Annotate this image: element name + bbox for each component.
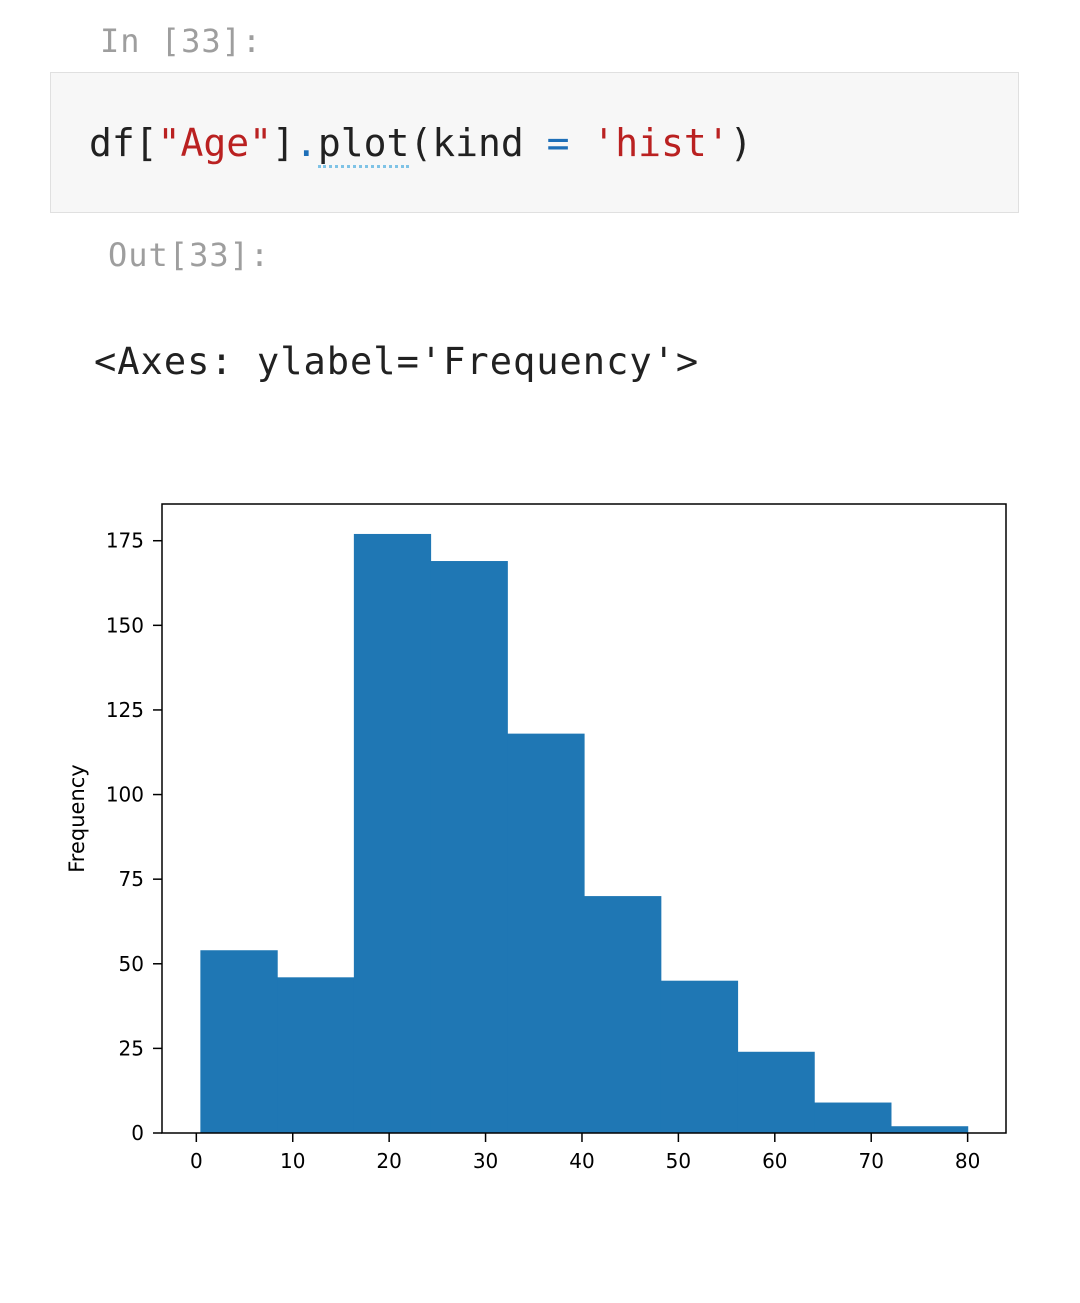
y-tick-label: 50 [119, 952, 144, 976]
bars-group [200, 533, 969, 1133]
x-tick-label: 60 [762, 1149, 787, 1173]
x-tick-label: 20 [376, 1149, 401, 1173]
code-cell[interactable]: df["Age"].plot(kind = 'hist') [50, 72, 1019, 213]
y-tick-label: 150 [106, 613, 144, 637]
histogram-bar [660, 980, 739, 1133]
output-text: <Axes: ylabel='Frequency'> [94, 340, 700, 383]
code-token: df[ [89, 121, 158, 165]
input-prompt: In [33]: [100, 22, 263, 60]
histogram-bar [814, 1102, 892, 1133]
y-tick-label: 0 [131, 1121, 144, 1145]
x-tick-label: 70 [858, 1149, 883, 1173]
x-tick-label: 40 [569, 1149, 594, 1173]
code-token-operator: . [294, 121, 318, 165]
output-prompt: Out[33]: [108, 236, 271, 274]
histogram-bar [430, 561, 508, 1133]
histogram-bar [200, 950, 278, 1133]
y-axis: 0 25 50 75 100 125 150 175 [106, 529, 162, 1145]
code-line[interactable]: df["Age"].plot(kind = 'hist') [89, 121, 753, 168]
y-tick-label: 100 [106, 783, 144, 807]
histogram-bar [507, 733, 585, 1133]
x-tick-label: 0 [190, 1149, 203, 1173]
y-tick-label: 175 [106, 529, 144, 553]
code-token [570, 121, 593, 165]
code-token-operator: = [546, 121, 570, 165]
histogram-bar [890, 1126, 969, 1133]
y-tick-label: 75 [119, 867, 144, 891]
histogram-bar [353, 533, 432, 1133]
y-tick-label: 125 [106, 698, 144, 722]
x-tick-label: 50 [666, 1149, 691, 1173]
x-tick-label: 10 [280, 1149, 305, 1173]
code-token-string: "Age" [157, 121, 273, 165]
code-token: ) [729, 121, 753, 165]
x-tick-label: 80 [955, 1149, 980, 1173]
x-axis: 0 10 20 30 40 50 60 70 80 [190, 1133, 980, 1173]
histogram-chart: 0 25 50 75 100 125 150 175 0 10 20 30 40 50 60 70 80 Fr… [65, 503, 1007, 1173]
histogram-bar [584, 896, 662, 1133]
y-tick-label: 25 [119, 1036, 144, 1060]
code-token-string: 'hist' [592, 121, 730, 165]
histogram-bar [737, 1051, 815, 1133]
plot-frame [161, 503, 1007, 1134]
code-token: (kind [409, 121, 547, 165]
x-tick-label: 30 [473, 1149, 498, 1173]
y-axis-label: Frequency [65, 764, 89, 873]
code-token-attribute: plot [317, 121, 410, 168]
code-token: ] [272, 121, 295, 165]
histogram-bar [277, 977, 355, 1133]
